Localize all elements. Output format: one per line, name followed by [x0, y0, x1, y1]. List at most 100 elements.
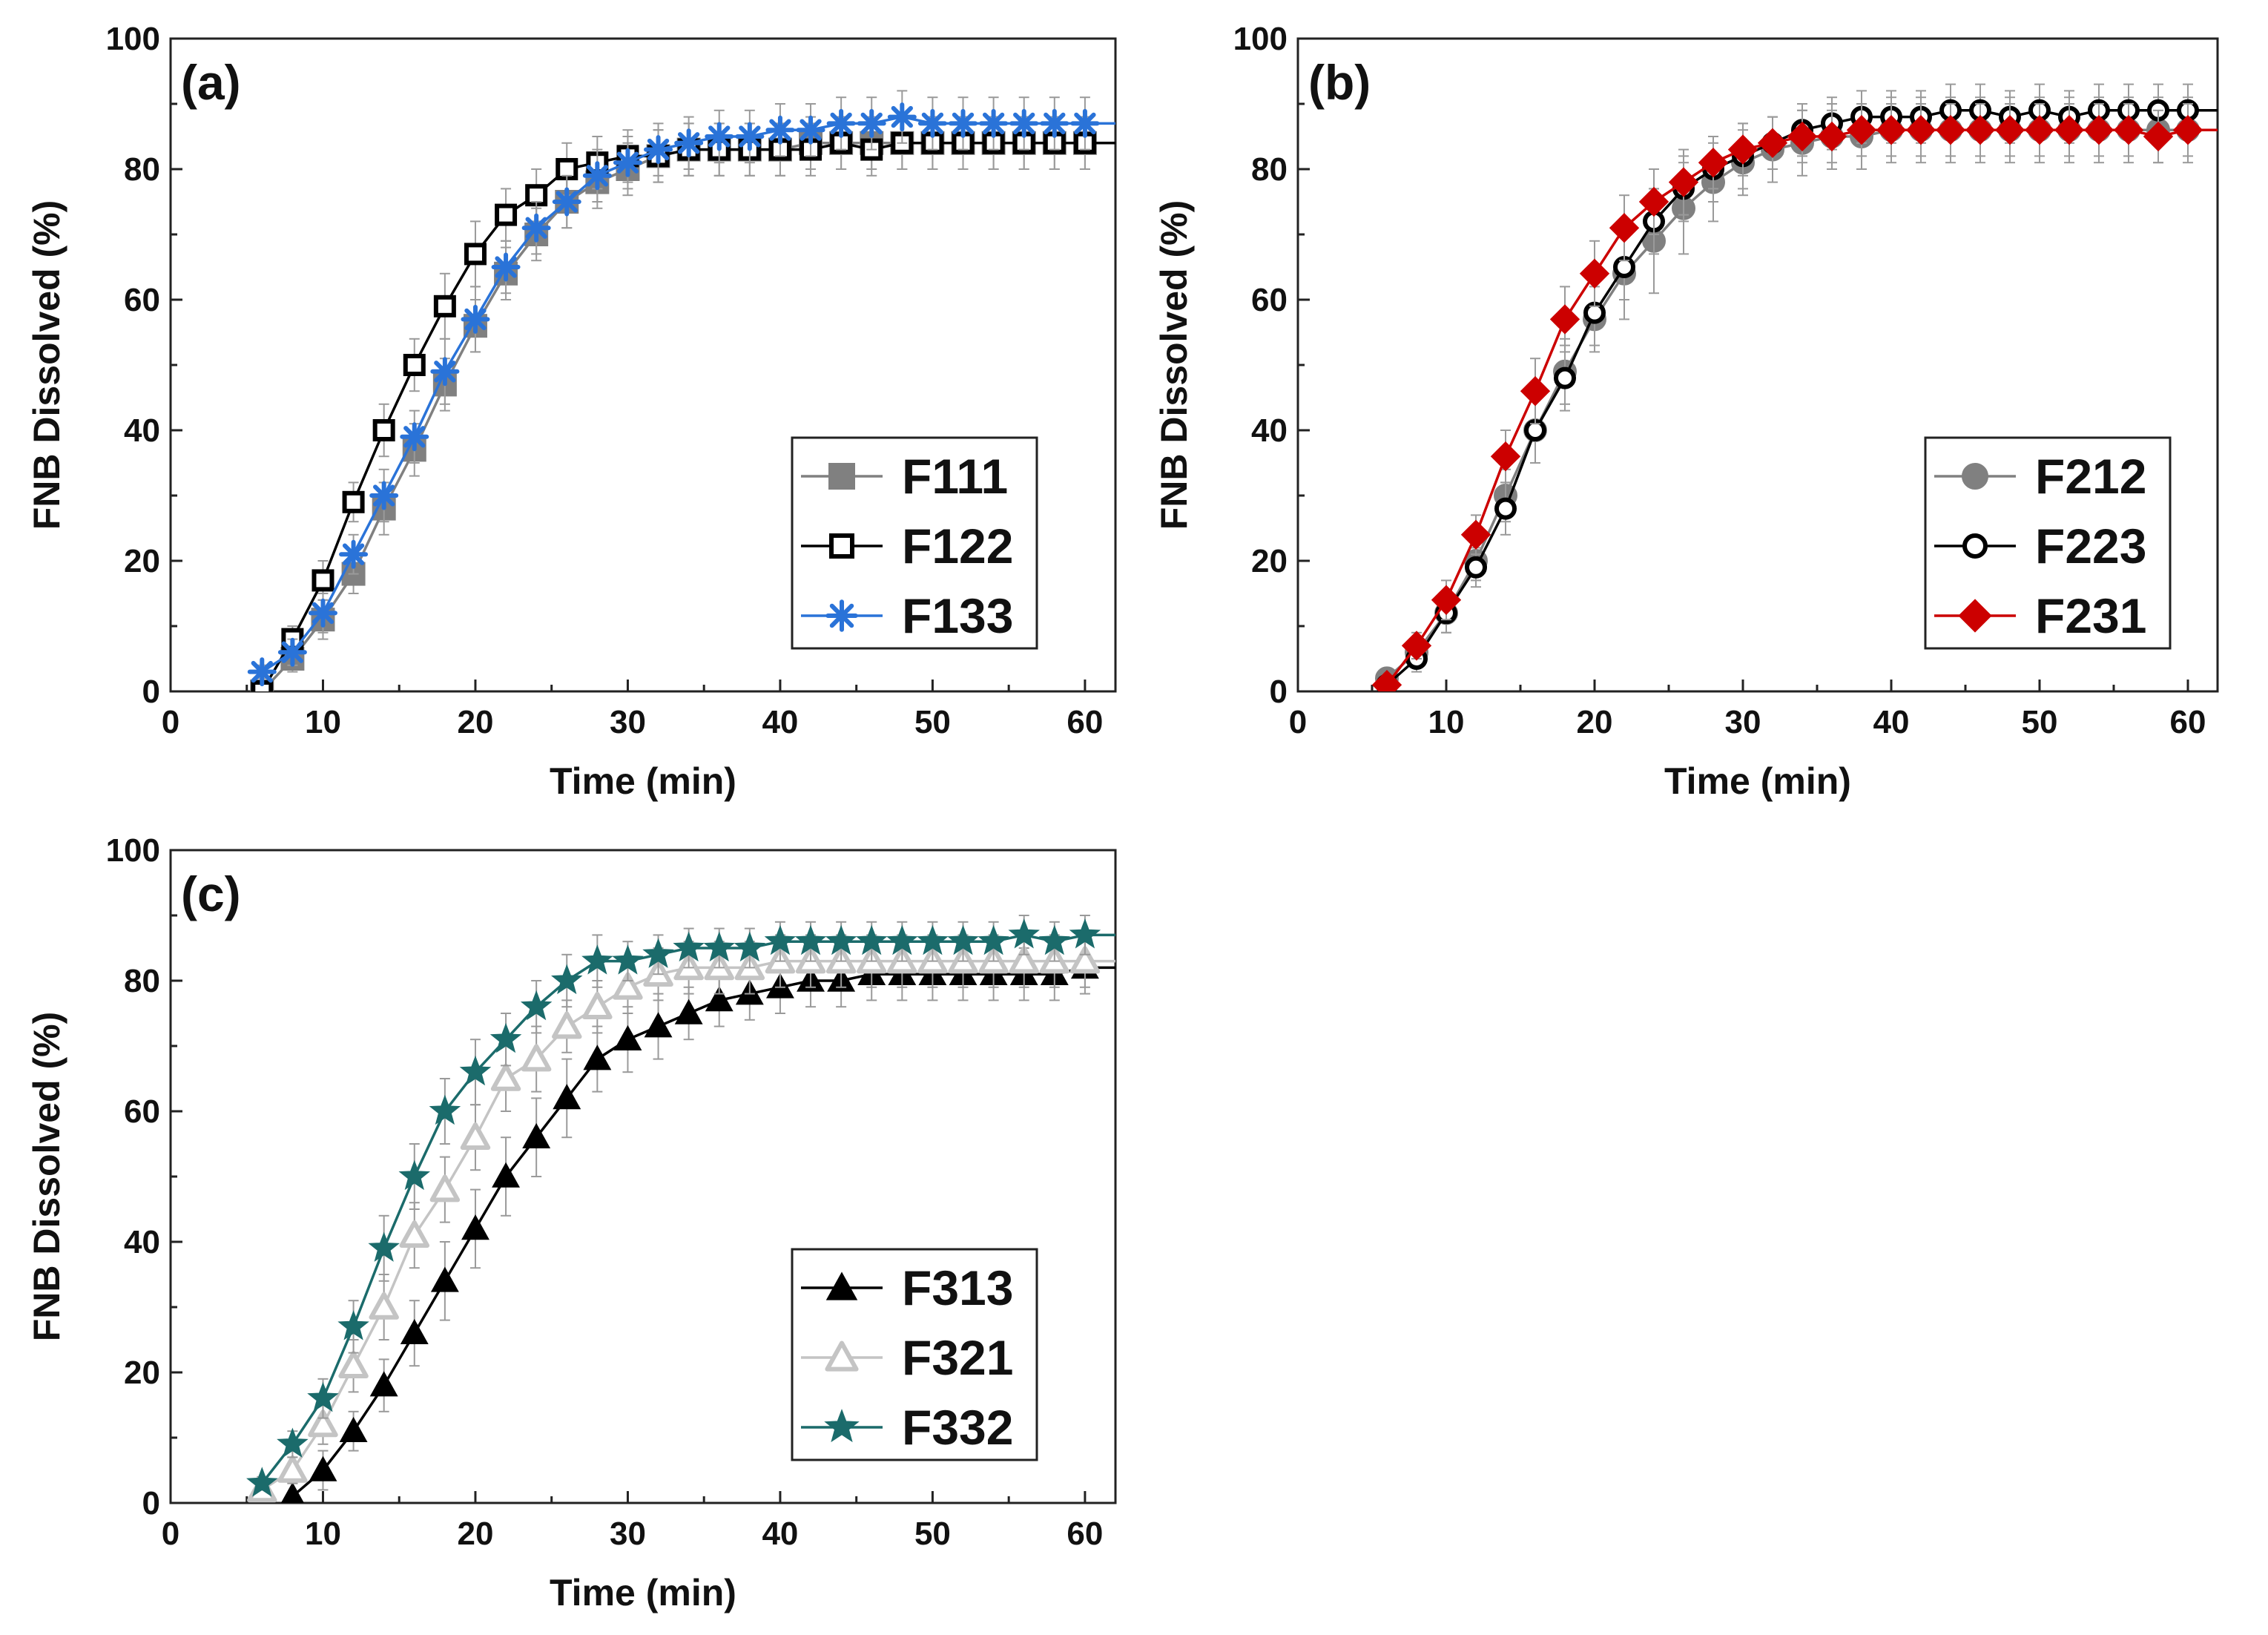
legend-marker — [1962, 463, 1988, 490]
data-point — [492, 1162, 521, 1188]
data-point — [277, 1455, 308, 1483]
legend-marker — [825, 1272, 858, 1300]
data-point — [764, 924, 797, 955]
data-point — [734, 931, 766, 962]
legend: F111 F122 F133 — [791, 436, 1038, 650]
data-point — [952, 131, 975, 154]
data-point — [826, 108, 856, 138]
y-tick-label: 0 — [142, 674, 160, 710]
data-point — [1609, 213, 1640, 243]
data-point — [311, 569, 334, 592]
x-tick-label: 10 — [1428, 704, 1465, 740]
legend-item-F332: F332 — [801, 1400, 1013, 1455]
legend-item-F223: F223 — [1934, 519, 2146, 573]
legend-item-F321: F321 — [801, 1330, 1013, 1385]
legend-label: F111 — [902, 449, 1008, 504]
data-point — [613, 1024, 642, 1050]
data-point — [399, 1220, 430, 1248]
legend-marker — [1962, 533, 1988, 559]
data-point — [490, 1063, 521, 1091]
x-axis: 0 10 20 30 40 50 60 — [1289, 680, 2206, 740]
data-point — [339, 539, 369, 569]
data-point — [461, 1214, 489, 1240]
series-F133 — [247, 90, 1115, 687]
data-point — [1401, 631, 1432, 661]
data-point — [1846, 115, 1877, 145]
x-axis-title: Time (min) — [550, 1572, 736, 1613]
data-point — [464, 243, 487, 266]
y-tick-label: 60 — [124, 282, 160, 318]
x-axis-title: Time (min) — [1664, 760, 1851, 802]
panel-label: (c) — [181, 866, 241, 921]
data-point — [613, 148, 642, 177]
data-point — [855, 924, 888, 955]
legend-marker — [825, 599, 858, 632]
data-point — [403, 354, 426, 376]
x-tick-label: 30 — [610, 704, 646, 740]
x-tick-label: 0 — [1289, 704, 1307, 740]
legend: F212 F223 F231 — [1924, 436, 2172, 650]
data-point — [430, 1266, 459, 1292]
data-point — [1787, 121, 1818, 152]
data-point — [1040, 108, 1069, 138]
legend-marker — [829, 533, 854, 559]
y-axis: 0 20 40 60 80 100 — [1233, 21, 1310, 710]
data-point — [1905, 115, 1936, 145]
data-point — [2172, 115, 2203, 145]
x-axis: 0 10 20 30 40 50 60 — [162, 1491, 1103, 1552]
chart-panel-1: 0 10 20 30 40 50 60 0 20 40 60 80 100 Time (min) FNB D… — [26, 21, 1117, 802]
y-axis: 0 20 40 60 80 100 — [106, 832, 182, 1521]
data-point — [247, 657, 277, 687]
x-tick-label: 50 — [2022, 704, 2058, 740]
legend-marker — [824, 1409, 860, 1443]
y-tick-label: 0 — [1270, 674, 1288, 710]
data-point — [338, 1350, 369, 1378]
data-point — [825, 924, 857, 955]
data-point — [277, 1427, 309, 1458]
panel-label: (a) — [181, 55, 241, 110]
data-point — [1520, 376, 1551, 407]
x-tick-label: 0 — [162, 704, 179, 740]
y-tick-label: 80 — [124, 963, 160, 999]
data-point — [495, 203, 518, 226]
legend-label: F223 — [2035, 519, 2146, 573]
data-point — [1069, 946, 1101, 974]
data-point — [1549, 304, 1580, 335]
data-point — [429, 1174, 461, 1203]
y-tick-label: 80 — [124, 151, 160, 188]
data-point — [642, 938, 674, 968]
y-tick-label: 100 — [106, 21, 160, 57]
y-tick-label: 20 — [1251, 543, 1288, 579]
data-point — [582, 991, 613, 1019]
legend-label: F133 — [902, 588, 1013, 643]
data-point — [400, 422, 429, 452]
data-point — [644, 135, 673, 165]
y-tick-label: 0 — [142, 1485, 160, 1521]
data-point — [1994, 115, 2025, 145]
x-tick-label: 40 — [1873, 704, 1910, 740]
y-tick-label: 60 — [1251, 282, 1288, 318]
data-point — [1876, 115, 1907, 145]
data-point — [2054, 115, 2085, 145]
x-tick-label: 10 — [305, 1516, 341, 1552]
legend: F313 F321 F332 — [791, 1248, 1038, 1461]
legend-item-F231: F231 — [1934, 588, 2146, 643]
data-point — [1070, 108, 1100, 138]
data-point — [582, 161, 612, 191]
data-point — [280, 1481, 305, 1503]
data-point — [460, 1122, 491, 1150]
data-point — [429, 1094, 461, 1125]
legend-item-F133: F133 — [801, 588, 1013, 643]
legend-label: F231 — [2035, 588, 2146, 643]
x-tick-label: 60 — [1067, 1516, 1103, 1552]
data-point — [368, 1231, 400, 1262]
data-point — [521, 213, 551, 243]
data-point — [1460, 519, 1491, 550]
data-point — [551, 964, 583, 995]
data-point — [339, 1416, 368, 1442]
legend-item-F313: F313 — [801, 1260, 1013, 1315]
x-tick-label: 40 — [762, 704, 798, 740]
data-point — [1935, 115, 1966, 145]
data-point — [1038, 924, 1071, 955]
